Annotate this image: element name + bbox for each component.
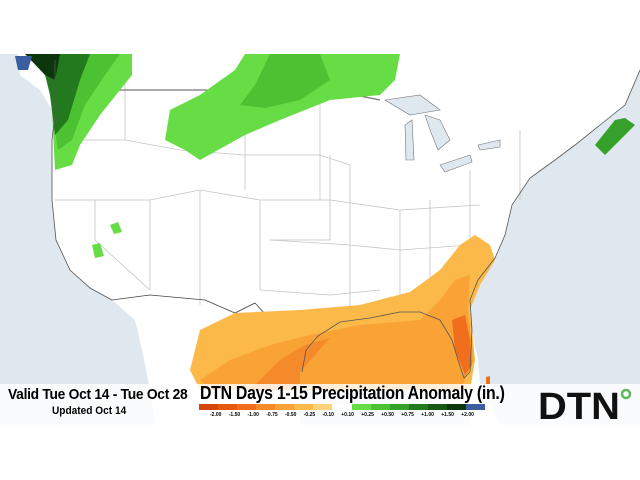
legend-tick-label: -0.25	[303, 412, 316, 418]
legend-swatch	[199, 404, 219, 410]
valid-date-range: Valid Tue Oct 14 - Tue Oct 28	[8, 386, 188, 403]
wet-anomaly-california	[92, 222, 122, 258]
legend-tick-label: +0.75	[401, 412, 414, 418]
legend-swatch	[256, 404, 276, 410]
dtn-logo: DTN	[538, 386, 632, 422]
great-lakes	[384, 94, 501, 173]
legend-swatch	[294, 404, 314, 410]
legend-tick-label: -0.50	[285, 412, 297, 418]
wet-anomaly-pacific-northwest	[15, 54, 132, 170]
wet-anomaly-northern-plains	[165, 54, 400, 160]
legend-tick-labels: -2.00 -1.50 -1.00 -0.75 -0.50 -0.25 -0.10 +0.10…	[199, 412, 485, 418]
atlantic-ocean	[470, 70, 640, 425]
map-title: DTN Days 1-15 Precipitation Anomaly (in.…	[200, 383, 505, 403]
legend-swatch	[332, 404, 352, 410]
svg-text:DTN: DTN	[538, 386, 620, 422]
legend-tick-label: -2.00	[210, 412, 222, 418]
legend-color-bar	[199, 404, 485, 410]
legend-tick-label: +1.00	[421, 412, 434, 418]
pacific-ocean	[0, 54, 155, 425]
legend-swatch	[446, 404, 466, 410]
updated-date: Updated Oct 14	[52, 405, 127, 417]
legend-tick-label: +0.10	[341, 412, 354, 418]
legend-swatch	[237, 404, 257, 410]
legend-swatch	[313, 404, 333, 410]
legend-tick-label: -1.00	[247, 412, 259, 418]
legend-swatch	[427, 404, 447, 410]
coastline	[51, 60, 640, 379]
legend-swatch	[275, 404, 295, 410]
legend-tick-label: -0.75	[266, 412, 278, 418]
legend-swatch	[408, 404, 428, 410]
legend-tick-label: +0.25	[361, 412, 374, 418]
dry-anomaly-bahamas	[486, 376, 490, 384]
legend-tick-label: -1.50	[228, 412, 241, 418]
wet-anomaly-nova-scotia	[595, 118, 635, 155]
legend-swatch	[389, 404, 409, 410]
state-borders	[55, 55, 521, 320]
legend-tick-label: +1.50	[441, 412, 454, 418]
dry-anomaly-southern-us	[190, 235, 495, 390]
precipitation-anomaly-map	[0, 54, 640, 425]
legend-tick-label: +2.00	[461, 412, 474, 418]
legend-swatch	[465, 404, 485, 410]
legend-swatch	[218, 404, 238, 410]
legend-tick-label: +0.50	[381, 412, 394, 418]
legend-swatch	[370, 404, 390, 410]
legend-swatch	[351, 404, 371, 410]
legend-tick-label: -0.10	[322, 412, 334, 418]
